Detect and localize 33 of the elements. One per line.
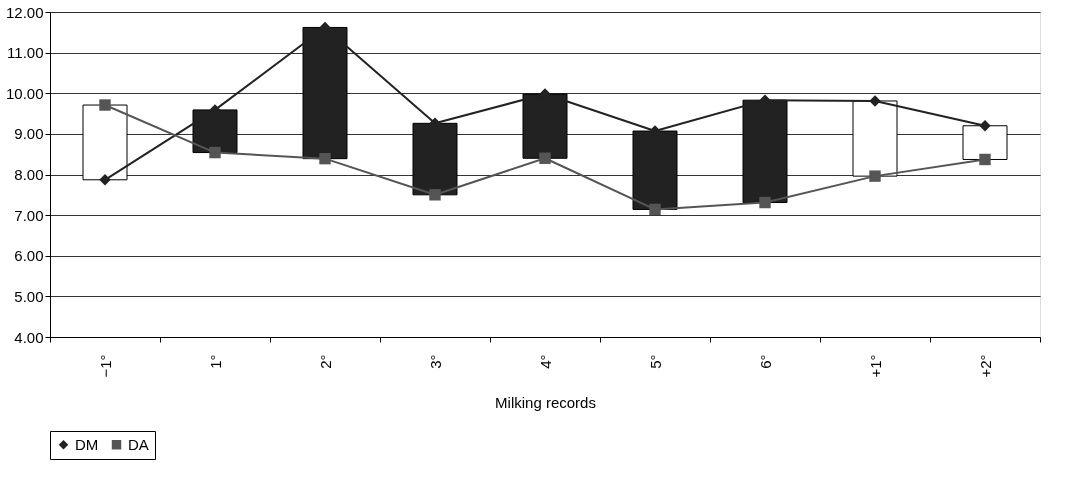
y-tick-label: 11.00: [7, 44, 44, 62]
point: [99, 174, 111, 186]
legend-label: DM: [75, 435, 99, 453]
y-tick-label: 5.00: [14, 287, 44, 305]
x-tick-label: 6°: [756, 354, 774, 369]
y-tick-label: 12.00: [5, 3, 44, 21]
point: [869, 95, 881, 107]
y-tick-label: 9.00: [14, 125, 44, 143]
x-tick-label: +1°: [866, 354, 884, 378]
point: [99, 99, 111, 111]
x-tick-label: 1°: [206, 354, 224, 369]
point: [759, 196, 771, 209]
x-tick-label: +2°: [976, 354, 994, 378]
point: [209, 146, 221, 159]
point: [869, 170, 881, 182]
point: [979, 153, 991, 166]
x-axis-title: Milking records: [495, 393, 596, 411]
x-tick-label: 2°: [316, 354, 334, 369]
legend-label: DA: [128, 435, 149, 453]
y-tick-label: 4.00: [14, 328, 44, 346]
point: [649, 203, 661, 216]
x-tick-label: 5°: [646, 354, 664, 369]
y-tick-label: 6.00: [14, 247, 44, 265]
x-tick-label: 4°: [536, 354, 554, 369]
point: [539, 152, 551, 164]
y-tick-label: 10.00: [5, 84, 44, 102]
x-tick-label: −1°: [96, 354, 114, 378]
point: [979, 120, 991, 132]
point: [319, 152, 331, 165]
x-tick-label: 3°: [426, 354, 444, 369]
y-tick-label: 7.00: [14, 206, 44, 224]
point: [429, 189, 441, 201]
y-tick-label: 8.00: [14, 166, 44, 183]
